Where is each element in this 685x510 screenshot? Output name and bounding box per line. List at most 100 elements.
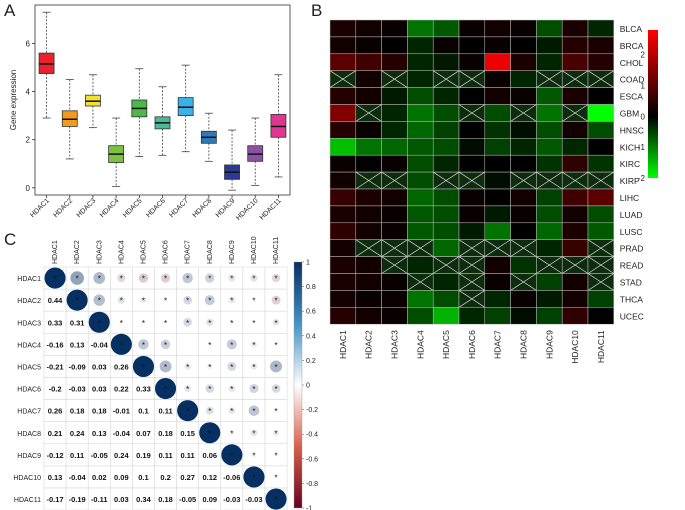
- corr-legend-tick: 0.8: [306, 284, 316, 291]
- heatmap-cell: [329, 273, 357, 291]
- corr-value: 0.07: [136, 429, 151, 438]
- na-cross: [562, 104, 589, 122]
- corr-circle: [250, 429, 258, 437]
- x-tick-label: HDAC5: [122, 197, 144, 219]
- corr-circle: [248, 405, 260, 416]
- corr-value: 0.27: [180, 473, 195, 482]
- corr-star: *: [230, 385, 233, 394]
- na-cross: [562, 171, 589, 190]
- heatmap-cell: [381, 307, 408, 325]
- corr-legend-tick: 0: [306, 383, 310, 390]
- corr-star: *: [120, 319, 123, 328]
- corr-circle-diagonal: [155, 378, 177, 400]
- corr-value: 0.18: [158, 495, 173, 504]
- x-tick-label: HDAC3: [76, 197, 98, 219]
- corr-legend-tick: -0.4: [306, 432, 318, 439]
- heatmap-cell: [355, 87, 382, 105]
- corr-value: 0.31: [70, 318, 85, 327]
- heatmap-row-label: BLCA: [620, 24, 643, 34]
- heatmap-cell: [329, 205, 357, 224]
- heatmap-cell: [536, 205, 563, 224]
- corr-circle: [204, 295, 215, 306]
- corr-legend-tick: -1: [306, 506, 312, 510]
- na-cross: [587, 273, 614, 291]
- na-cross: [458, 171, 485, 190]
- corr-star: *: [274, 429, 277, 438]
- corr-value: 0.12: [202, 473, 217, 482]
- corr-circle: [274, 453, 278, 457]
- heatmap-cell: [536, 307, 563, 325]
- corr-circle: [272, 429, 280, 436]
- heatmap-cell: [510, 138, 537, 156]
- heatmap-cell: [381, 138, 408, 156]
- heatmap-legend-tick: 0: [641, 112, 646, 121]
- corr-value: -0.01: [113, 407, 130, 416]
- corr-circle: [159, 360, 172, 373]
- corr-value: 0.18: [70, 407, 85, 416]
- na-cross: [536, 256, 563, 274]
- corr-legend-tick: -0.6: [306, 456, 318, 463]
- corr-star: *: [142, 319, 145, 328]
- corr-circle: [274, 342, 278, 347]
- heatmap-cell: [381, 19, 408, 38]
- heatmap-cell: [381, 273, 408, 291]
- corr-value: 0.13: [92, 429, 107, 438]
- na-cross: [510, 239, 537, 257]
- corr-legend-tick: -0.2: [306, 407, 318, 414]
- corr-star: *: [208, 407, 211, 416]
- heatmap-cell: [432, 273, 460, 291]
- heatmap-col-label: HDAC6: [467, 330, 477, 359]
- corr-value: 0.11: [70, 451, 84, 460]
- heatmap-cell: [329, 222, 357, 240]
- heatmap-cell: [587, 121, 615, 139]
- corr-circle: [251, 452, 257, 458]
- corr-col-label: HDAC3: [96, 240, 103, 264]
- corr-circle: [186, 343, 189, 346]
- corr-star: *: [98, 297, 101, 306]
- corr-value: 0.09: [114, 473, 129, 482]
- corr-star: *: [208, 275, 211, 284]
- heatmap-cell: [510, 205, 537, 224]
- x-tick-label: HDAC8: [192, 197, 214, 219]
- corr-circle-diagonal: [110, 333, 132, 355]
- corr-row-label: HDAC11: [14, 497, 41, 504]
- heatmap-col-label: HDAC3: [390, 330, 400, 359]
- heatmap-cell: [355, 53, 382, 71]
- y-axis-label: Gene expression: [9, 70, 18, 130]
- heatmap-cell: [484, 121, 511, 139]
- heatmap-cell: [458, 121, 486, 139]
- heatmap-cell: [329, 188, 357, 207]
- heatmap-cell: [587, 154, 615, 173]
- corr-star: *: [274, 385, 277, 394]
- heatmap-cell: [329, 256, 357, 274]
- plot-frame: [34, 4, 291, 196]
- heatmap-cell: [458, 205, 486, 224]
- corr-circle: [229, 319, 235, 325]
- heatmap-cell: [536, 121, 563, 139]
- corr-legend-tick: 0.6: [306, 309, 316, 316]
- corr-circle: [160, 273, 171, 283]
- heatmap-cell: [381, 290, 408, 308]
- na-cross: [510, 104, 537, 122]
- corr-col-label: HDAC5: [140, 240, 147, 264]
- corr-value: 0.18: [158, 429, 173, 438]
- corr-star: *: [164, 363, 167, 372]
- heatmap-cell: [329, 171, 357, 190]
- heatmap-cell: [510, 222, 537, 240]
- corr-legend-tick: 1: [306, 260, 310, 267]
- heatmap-cell: [458, 138, 486, 156]
- corr-value: 0.21: [48, 429, 63, 438]
- corr-circle: [163, 320, 168, 325]
- corr-star: *: [252, 341, 255, 350]
- corr-value: 0.11: [181, 451, 195, 460]
- corr-col-label: HDAC2: [74, 240, 81, 264]
- corr-circle: [250, 363, 258, 370]
- x-tick-label: HDAC11: [259, 197, 283, 221]
- corr-star: *: [186, 297, 189, 306]
- corr-col-label: HDAC1: [52, 240, 59, 264]
- heatmap-cell: [587, 222, 615, 240]
- corr-row-label: HDAC6: [17, 387, 41, 394]
- heatmap-cell: [484, 188, 511, 207]
- corr-star: *: [186, 363, 189, 372]
